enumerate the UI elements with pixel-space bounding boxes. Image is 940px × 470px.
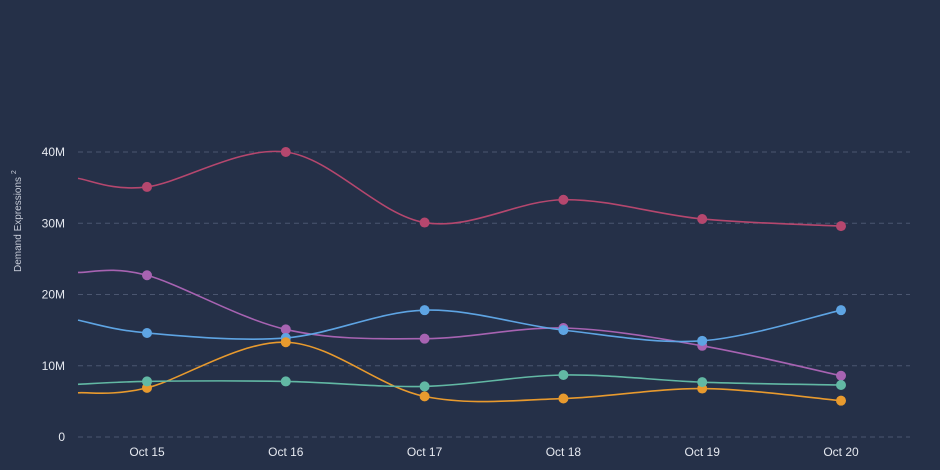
data-point[interactable]: [558, 325, 569, 336]
data-point[interactable]: [836, 379, 846, 390]
data-point[interactable]: [142, 327, 152, 338]
x-tick-label: Oct 17: [407, 445, 443, 459]
y-axis: 0 10M 20M 30M 40M: [42, 145, 66, 444]
data-point[interactable]: [558, 393, 569, 404]
data-point[interactable]: [280, 147, 291, 157]
series-line: [77, 150, 842, 227]
data-point[interactable]: [280, 324, 291, 335]
series-line: [77, 269, 842, 377]
data-point[interactable]: [142, 270, 152, 281]
y-axis-title: Demand Expressions 2: [11, 170, 24, 272]
data-point[interactable]: [697, 213, 708, 224]
data-point[interactable]: [419, 305, 430, 316]
data-point[interactable]: [419, 217, 430, 228]
y-tick-label: 40M: [42, 145, 65, 159]
series-2: [77, 269, 846, 381]
y-tick-label: 20M: [42, 288, 65, 302]
series-4: [77, 337, 846, 406]
x-tick-label: Oct 15: [129, 445, 165, 459]
data-point[interactable]: [142, 181, 152, 192]
series-layer: [77, 147, 846, 406]
y-axis-title-text: Demand Expressions: [13, 177, 24, 272]
data-point[interactable]: [419, 391, 430, 402]
data-point[interactable]: [697, 377, 708, 388]
x-tick-label: Oct 18: [546, 445, 582, 459]
data-point[interactable]: [836, 395, 846, 406]
y-tick-label: 30M: [42, 216, 65, 230]
y-axis-title-superscript: 2: [11, 170, 18, 174]
series-1: [77, 147, 846, 232]
data-point[interactable]: [558, 194, 569, 205]
data-point[interactable]: [142, 376, 152, 387]
data-point[interactable]: [836, 305, 846, 316]
x-tick-label: Oct 16: [268, 445, 304, 459]
data-point[interactable]: [697, 335, 708, 346]
series-5: [77, 370, 846, 392]
data-point[interactable]: [419, 333, 430, 344]
x-tick-label: Oct 19: [685, 445, 721, 459]
data-point[interactable]: [280, 376, 291, 387]
series-line: [77, 374, 842, 388]
data-point[interactable]: [836, 221, 846, 232]
data-point[interactable]: [280, 337, 291, 348]
data-point[interactable]: [419, 381, 430, 392]
data-point[interactable]: [558, 370, 569, 381]
y-tick-label: 0: [58, 430, 65, 444]
series-3: [77, 305, 846, 346]
data-point[interactable]: [836, 370, 846, 381]
x-tick-label: Oct 20: [823, 445, 859, 459]
x-axis: Oct 15 Oct 16 Oct 17 Oct 18 Oct 19 Oct 20: [129, 445, 859, 459]
y-tick-label: 10M: [42, 359, 65, 373]
